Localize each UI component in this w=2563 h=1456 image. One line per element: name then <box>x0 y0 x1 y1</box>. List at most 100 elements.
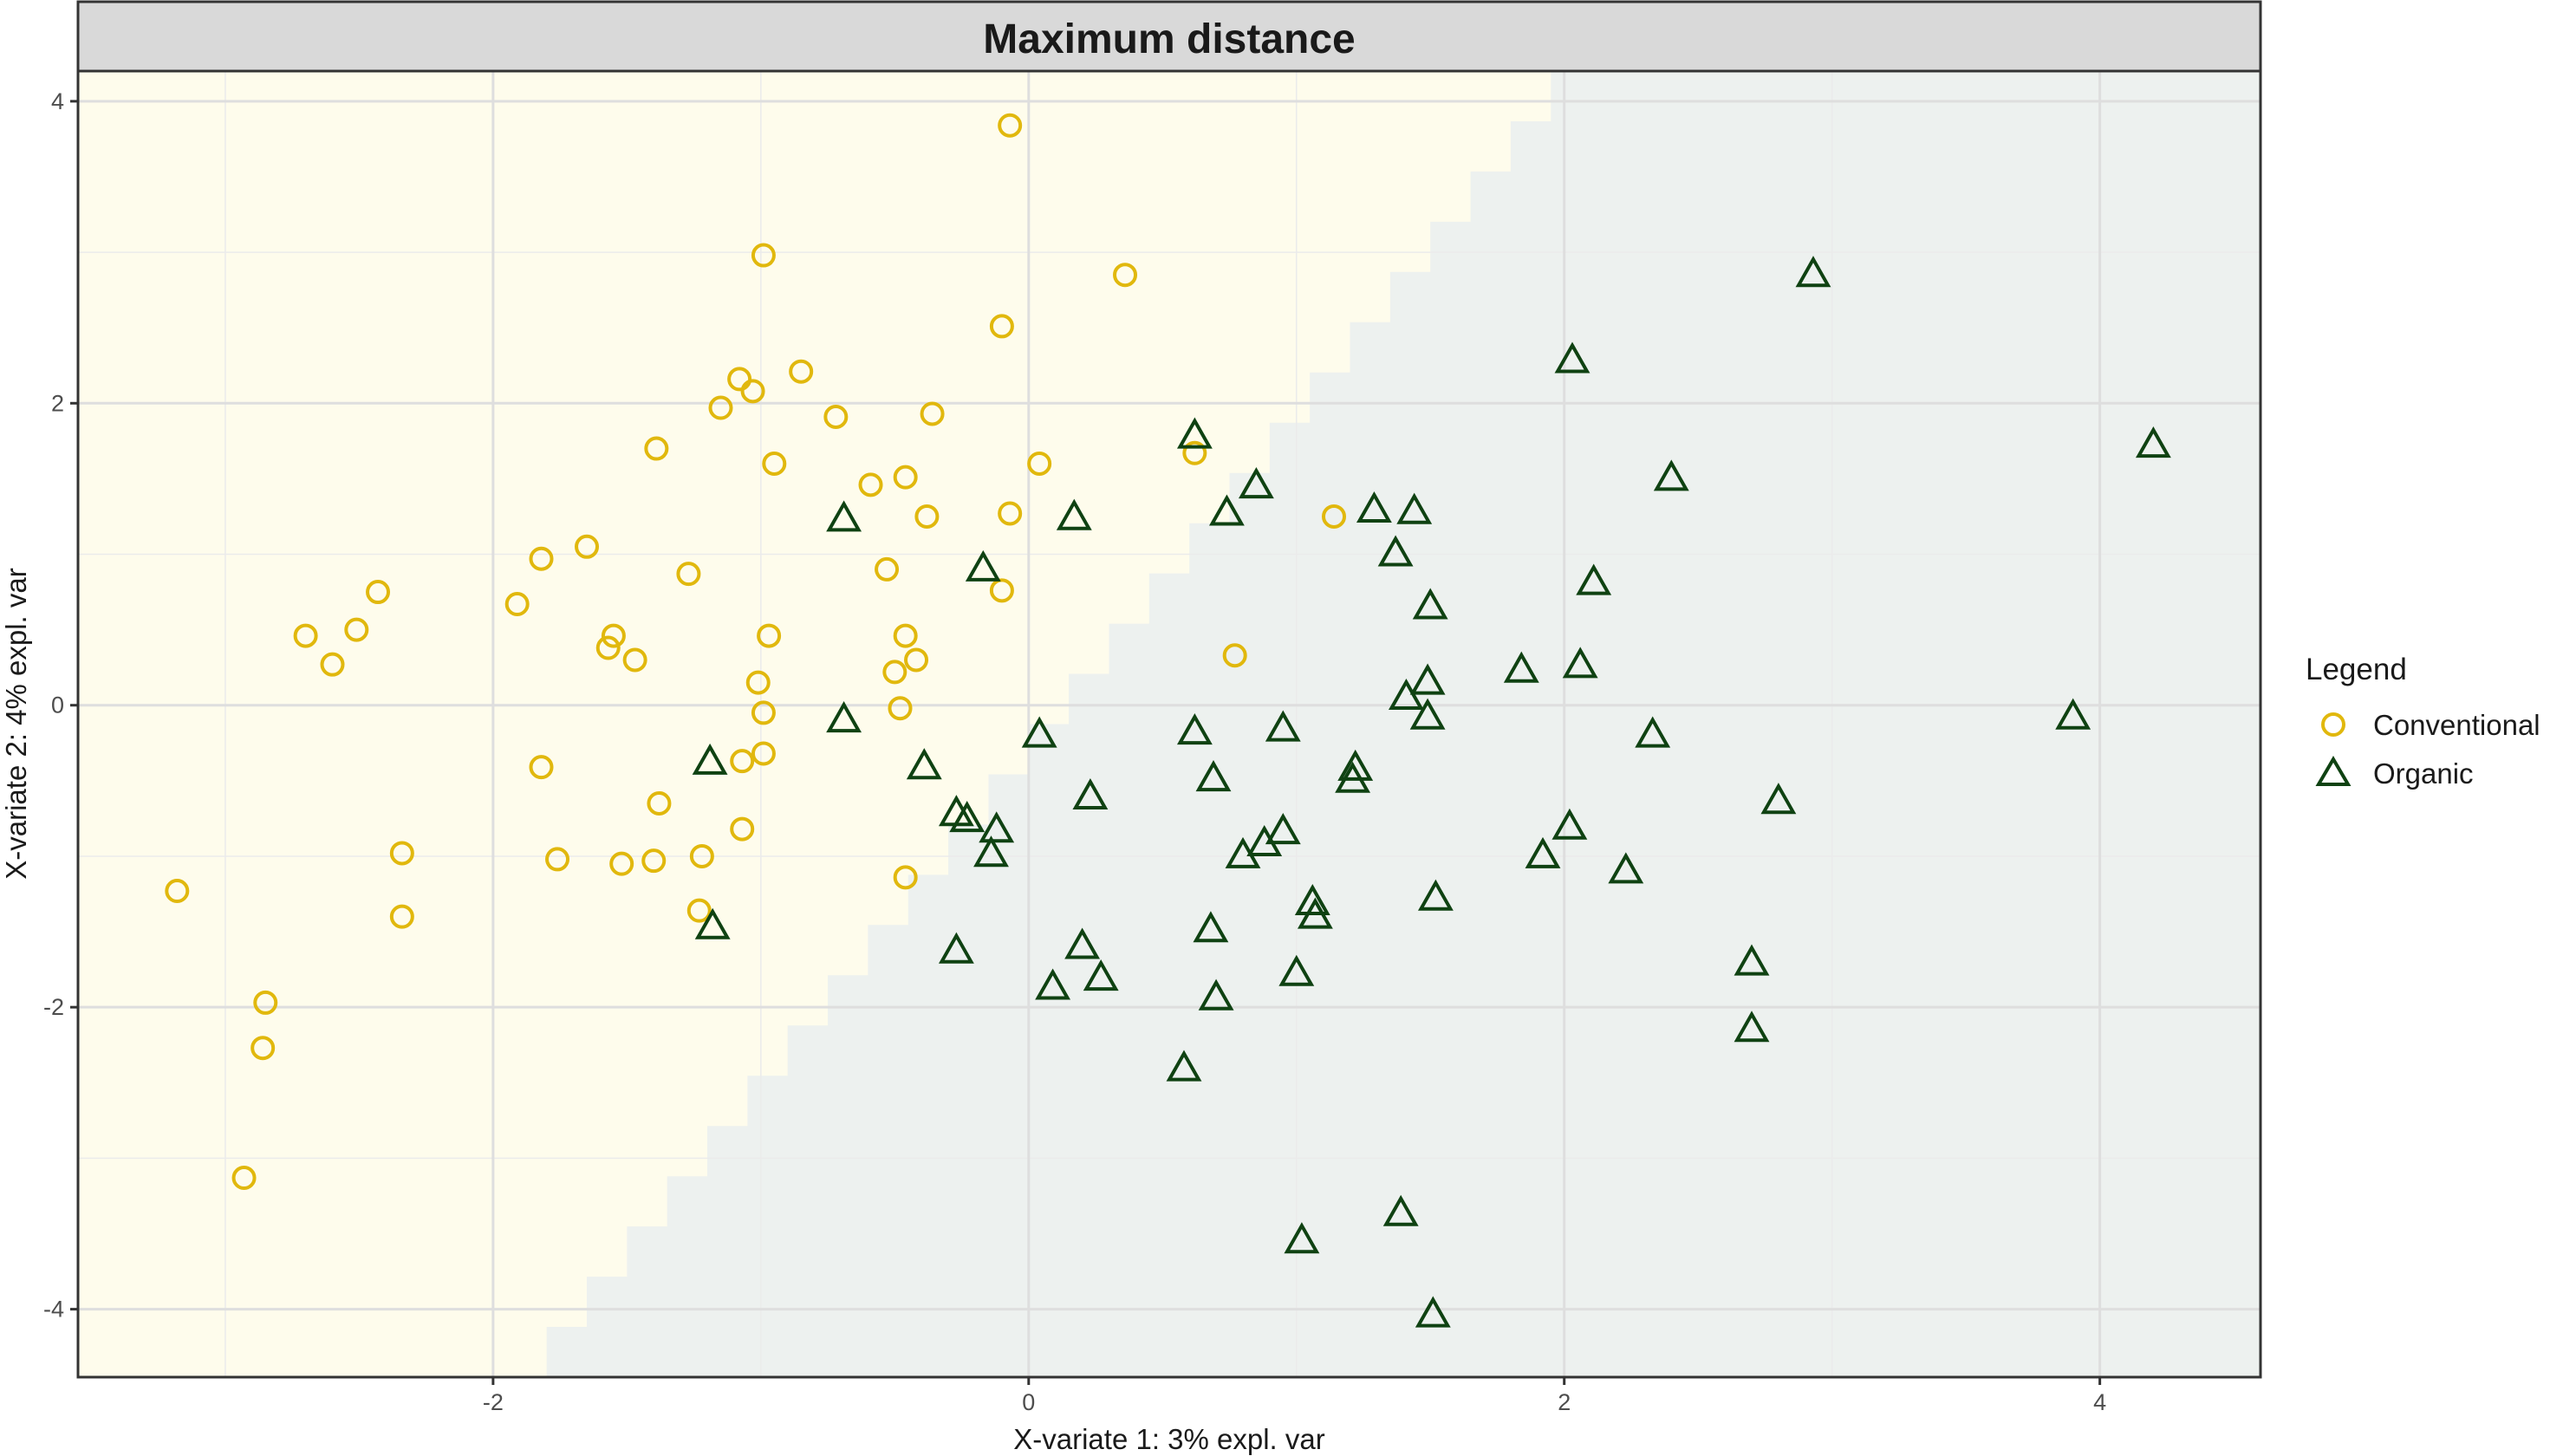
conventional-point <box>595 635 621 660</box>
conventional-point <box>745 670 771 695</box>
conventional-point <box>366 580 391 605</box>
conventional-point <box>730 749 755 774</box>
conventional-point <box>882 660 907 685</box>
organic-point <box>694 907 731 939</box>
conventional-point <box>689 843 714 868</box>
conventional-point <box>751 741 776 766</box>
organic-point <box>1503 651 1539 683</box>
legend-title: Legend <box>2306 653 2407 686</box>
organic-point <box>1734 1011 1770 1043</box>
organic-point <box>1409 663 1446 695</box>
y-axis: -4 -2 0 2 4 <box>43 88 78 1323</box>
x-axis: -2 0 2 4 <box>483 1377 2106 1415</box>
conventional-point <box>389 904 414 929</box>
organic-point <box>1795 256 1831 288</box>
conventional-point <box>644 436 669 461</box>
x-tick-label: 4 <box>2093 1389 2106 1415</box>
organic-point <box>692 743 728 775</box>
conventional-point <box>250 1036 276 1061</box>
conventional-point <box>888 696 913 721</box>
conventional-point <box>622 647 647 673</box>
legend-conventional-marker <box>2321 712 2345 737</box>
organic-point <box>1377 535 1414 567</box>
organic-point <box>1412 588 1448 620</box>
conventional-point <box>320 652 345 677</box>
conventional-point <box>751 243 776 268</box>
conventional-point <box>757 623 782 648</box>
y-axis-title: X-variate 2: 4% expl. var <box>0 568 32 880</box>
conventional-point <box>789 359 814 384</box>
conventional-point <box>529 755 554 780</box>
conventional-point <box>914 504 940 529</box>
legend-organic-marker <box>2315 756 2352 786</box>
conventional-point <box>989 314 1014 339</box>
legend-conventional-label: Conventional <box>2373 709 2540 741</box>
conventional-point <box>904 647 929 673</box>
conventional-point <box>893 465 918 490</box>
conventional-point <box>575 534 600 559</box>
organic-point <box>1064 927 1101 959</box>
organic-point <box>1734 944 1770 976</box>
organic-point <box>1417 879 1454 911</box>
gridlines <box>78 71 2261 1377</box>
organic-point <box>1382 1194 1419 1226</box>
conventional-point <box>641 848 667 874</box>
conventional-point <box>875 556 900 582</box>
conventional-point <box>253 990 278 1015</box>
organic-point <box>949 801 986 833</box>
organic-point <box>1238 467 1274 499</box>
conventional-point <box>647 790 672 816</box>
organic-point <box>1021 716 1057 748</box>
title-strip <box>76 0 2262 73</box>
organic-point <box>826 701 862 733</box>
organic-point <box>1635 716 1671 748</box>
organic-point <box>1409 698 1446 730</box>
conventional-point <box>1222 643 1247 668</box>
y-tick-label: 0 <box>51 692 64 718</box>
organic-point <box>1284 1222 1320 1254</box>
conventional-point <box>751 700 776 725</box>
organic-point <box>1278 954 1315 986</box>
organic-point <box>1294 883 1330 915</box>
organic-point <box>1576 563 1612 595</box>
organic-point <box>1551 808 1588 840</box>
organic-point <box>1083 959 1119 991</box>
organic-point <box>1554 341 1590 374</box>
organic-point <box>1356 491 1392 523</box>
chart-title: Maximum distance <box>983 16 1355 62</box>
organic-point <box>1760 783 1797 815</box>
y-tick-label: 4 <box>51 88 64 114</box>
conventional-point <box>730 816 755 842</box>
organic-point <box>1297 897 1333 929</box>
organic-point <box>1337 749 1374 781</box>
organic-point <box>1176 713 1213 745</box>
organic-point <box>1208 494 1245 526</box>
x-axis-title: X-variate 1: 3% expl. var <box>1013 1423 1325 1455</box>
conventional-point <box>920 401 945 426</box>
conventional-point <box>601 623 626 648</box>
organic-point <box>1608 852 1644 884</box>
organic-point <box>1525 836 1561 868</box>
conventional-point <box>762 451 787 476</box>
conventional-point <box>545 847 570 872</box>
organic-point <box>1396 492 1433 524</box>
conventional-point <box>893 623 918 648</box>
organic-point <box>2055 698 2091 730</box>
conventional-point <box>1322 504 1347 529</box>
organic-point <box>1653 459 1689 491</box>
organic-point <box>973 835 1009 868</box>
conventional-point <box>727 367 752 392</box>
organic-point <box>1562 647 1598 679</box>
data-points <box>165 113 2171 1328</box>
organic-point <box>1072 777 1109 809</box>
organic-point <box>1335 761 1371 793</box>
organic-point <box>826 500 862 532</box>
conventional-point <box>998 501 1023 526</box>
conventional-point <box>609 851 634 876</box>
organic-point <box>1415 1296 1451 1328</box>
organic-point <box>979 811 1015 843</box>
conventional-region <box>78 71 1551 1377</box>
conventional-point <box>858 472 883 497</box>
organic-point <box>2135 426 2171 458</box>
